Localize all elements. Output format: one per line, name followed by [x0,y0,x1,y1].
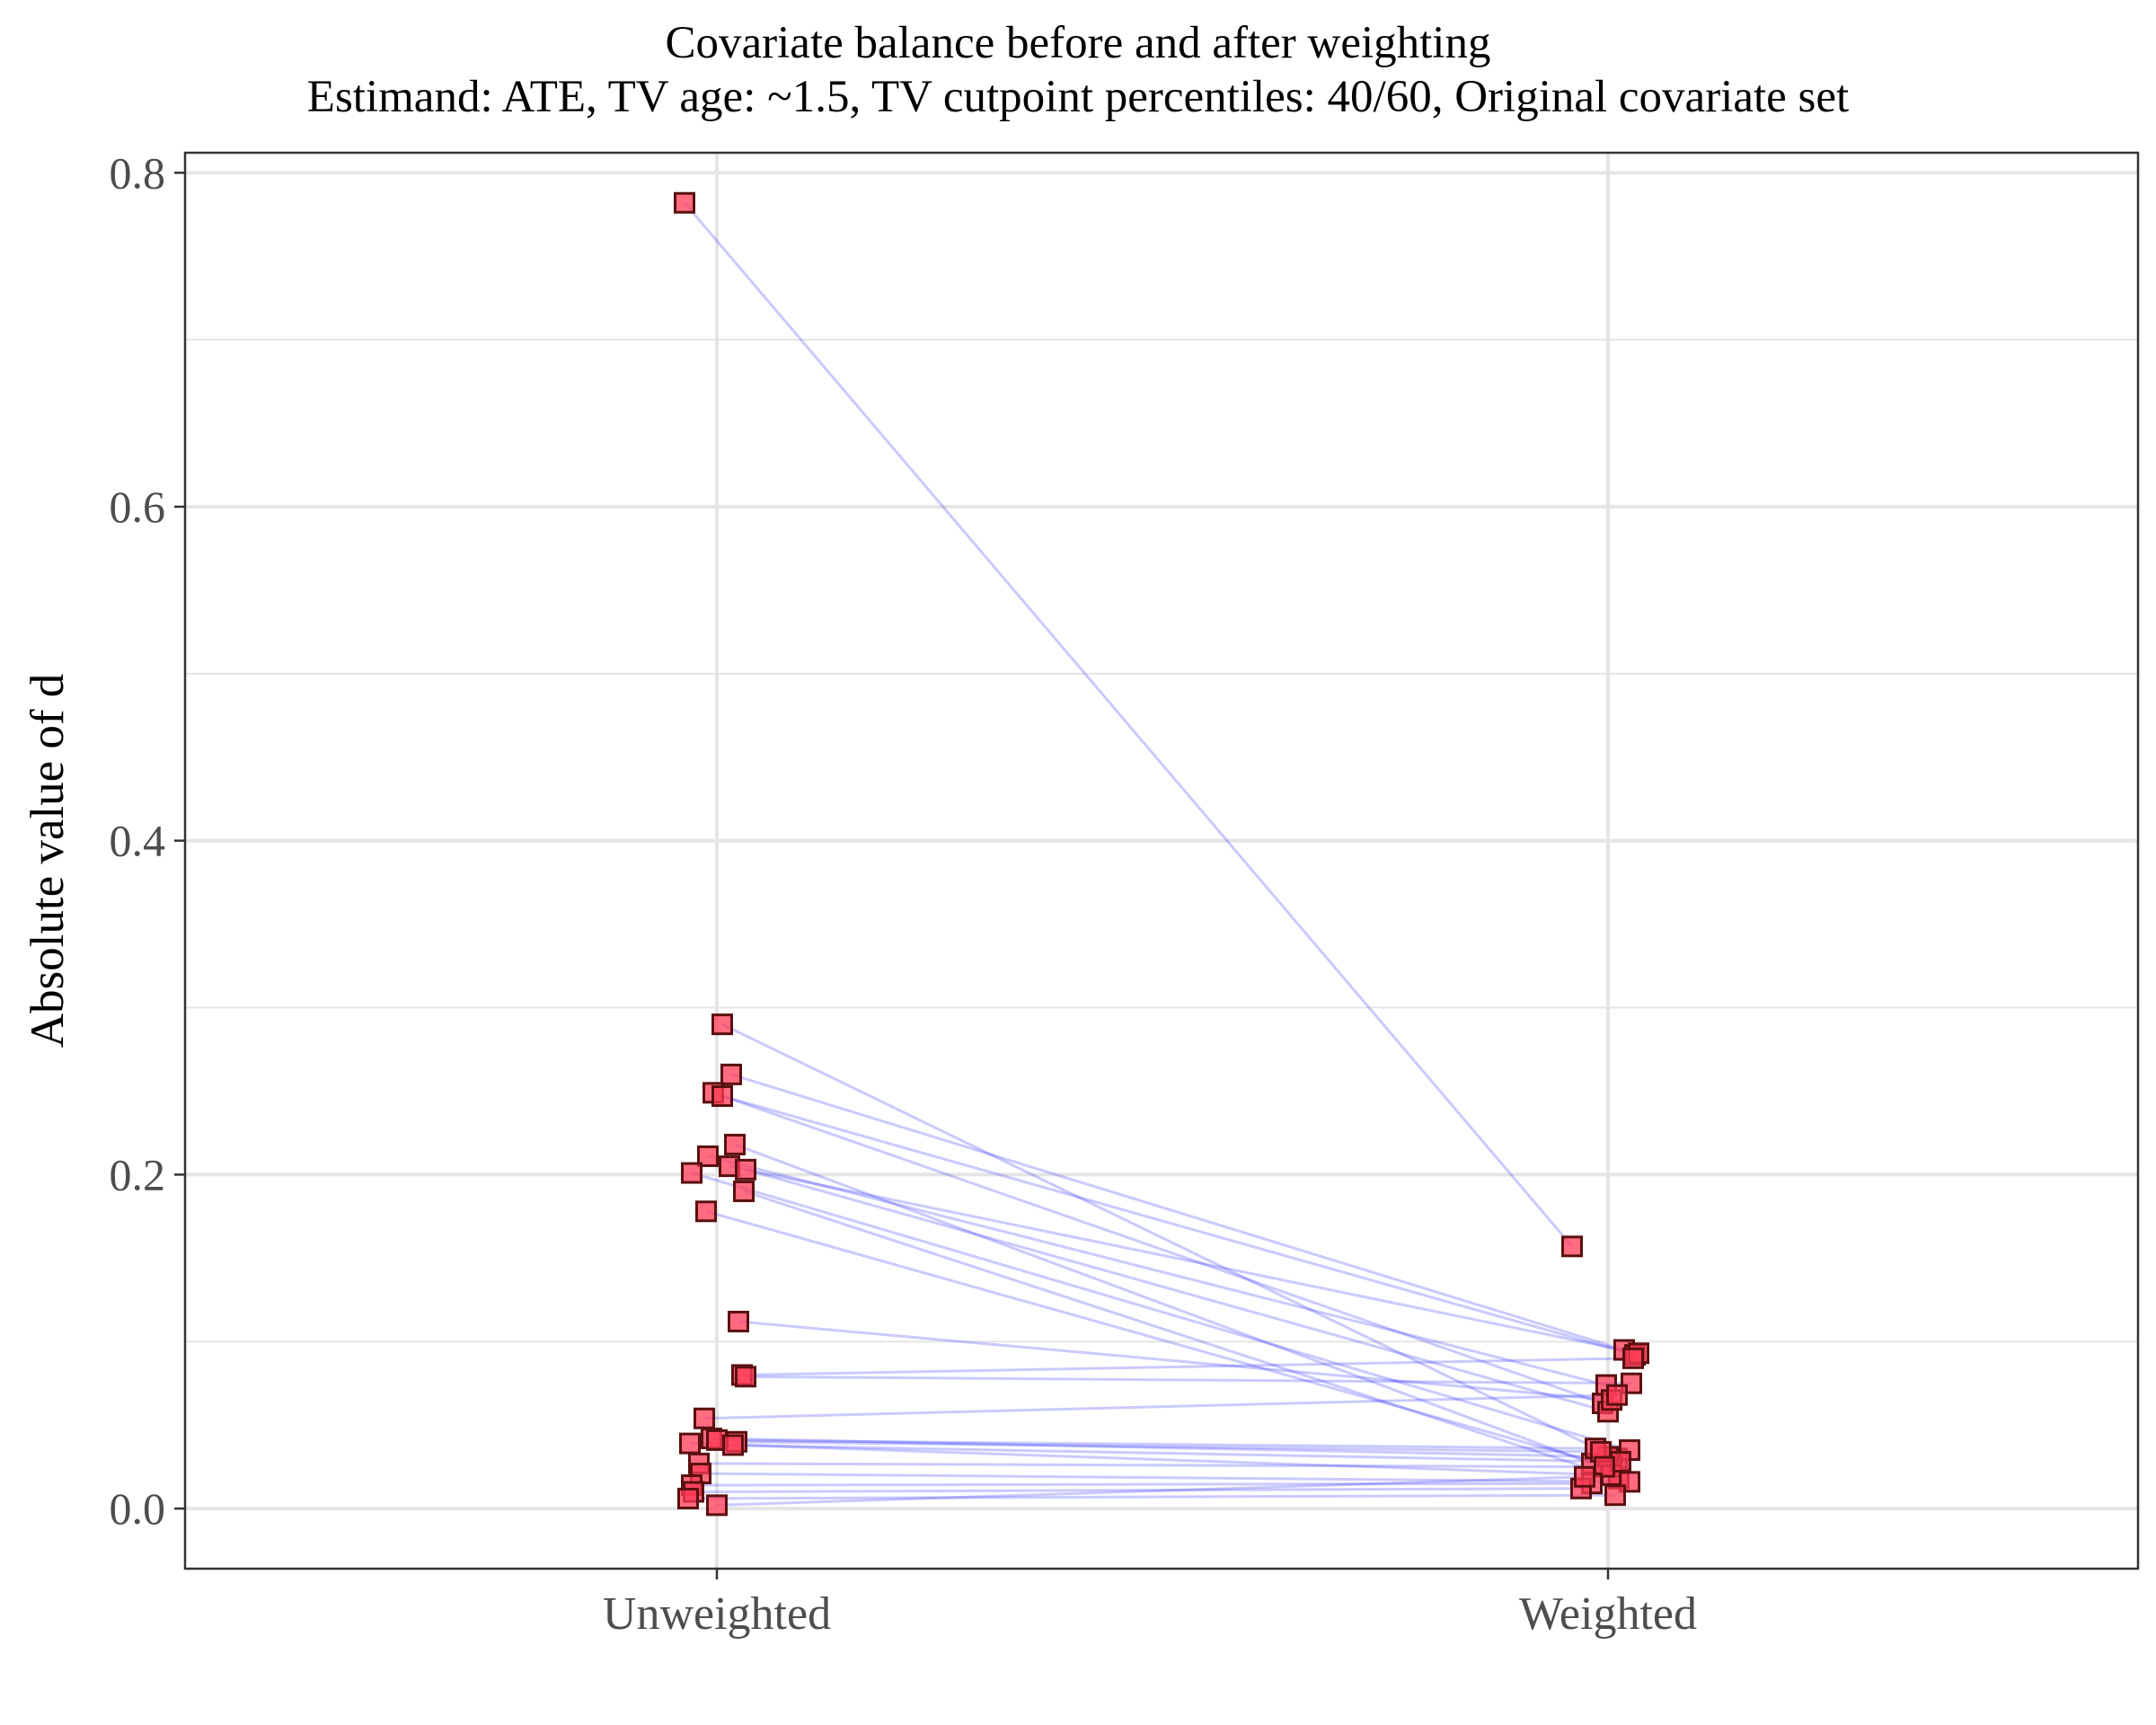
connector-line [745,1375,1632,1385]
connector-line [716,1438,1596,1450]
connector-line [721,1022,1618,1460]
connector-line [732,1443,1621,1464]
x-tick-label: Weighted [1519,1588,1697,1640]
data-point [679,1432,701,1455]
connector-lines [683,201,1639,1507]
data-point [722,1434,744,1456]
connector-line [693,1487,1582,1494]
grid-lines [185,153,2138,1569]
data-point [677,1487,699,1509]
data-point [674,191,695,214]
data-point [733,1180,755,1202]
y-tick-label: 0.4 [110,816,166,866]
data-point [681,1162,702,1184]
connector-line [741,1357,1634,1376]
connector-line [743,1190,1620,1481]
axes: 0.0 0.2 0.4 0.6 0.8 Unweighted Weighted [110,147,1697,1640]
connector-line [721,1094,1636,1357]
connector-line [729,1164,1639,1355]
data-point [724,1133,746,1155]
connector-line [691,1172,1630,1452]
data-point [697,1145,719,1167]
y-tick-label: 0.6 [110,482,166,532]
data-point [711,1013,733,1036]
connector-line [745,1168,1609,1413]
data-point [695,1200,717,1223]
connector-line [698,1462,1605,1469]
y-axis-label: Absolute value of d [22,674,74,1048]
data-point [735,1366,756,1388]
data-point [720,1063,742,1085]
data-point [1606,1384,1628,1406]
chart-title-block: Covariate balance before and after weigh… [0,16,2156,124]
connector-line [707,1154,1607,1387]
data-point [1604,1484,1626,1507]
connector-line [700,1472,1630,1483]
connector-line [705,1209,1613,1469]
y-tick-label: 0.2 [110,1149,166,1199]
x-tick-label: Unweighted [603,1588,831,1640]
data-point [706,1494,728,1517]
connector-line [689,1442,1613,1477]
connector-line [691,1482,1593,1487]
connector-line [703,1393,1618,1420]
data-point [1561,1235,1583,1258]
connector-line [738,1320,1613,1402]
data-point [1622,1347,1644,1369]
connector-line [683,201,1574,1248]
connector-line [736,1440,1602,1454]
data-points [674,191,1649,1517]
data-point [728,1310,749,1332]
connector-line [712,1091,1604,1405]
connector-line [716,1475,1586,1507]
data-point [735,1158,756,1181]
data-point [694,1407,715,1429]
connector-line [730,1073,1625,1351]
panel-border [183,151,2140,1570]
chart-title: Covariate balance before and after weigh… [665,18,1491,68]
connector-line [711,1437,1609,1458]
chart-subtitle: Estimand: ATE, TV age: ~1.5, TV cutpoint… [306,72,1850,122]
data-point [1574,1465,1595,1488]
connector-line [734,1143,1593,1465]
y-tick-label: 0.8 [110,147,166,198]
connector-line [687,1493,1616,1500]
data-point [711,1085,733,1108]
y-tick-label: 0.0 [110,1483,166,1534]
